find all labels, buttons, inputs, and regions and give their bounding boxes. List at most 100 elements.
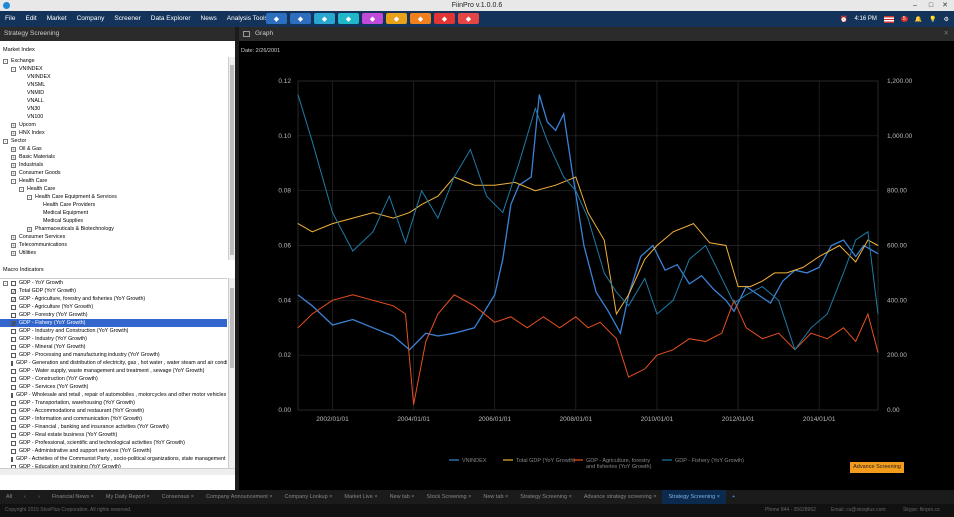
menu-item-2[interactable]: Market	[46, 15, 67, 22]
expand-toggle-icon[interactable]: +	[11, 242, 16, 248]
tab-2[interactable]: My Daily Report ×	[100, 490, 156, 504]
expand-toggle-icon[interactable]: -	[3, 280, 8, 286]
tab-close-icon[interactable]: ×	[651, 494, 657, 500]
checkbox[interactable]: ✓	[11, 320, 16, 326]
checkbox[interactable]	[11, 336, 16, 342]
macro-tree-item-row[interactable]: GDP - Generation and distribution of ele…	[0, 359, 227, 367]
tab-11[interactable]: Advance strategy screening ×	[578, 490, 663, 504]
macro-tree-scrollbar[interactable]	[228, 278, 235, 468]
checkbox[interactable]	[11, 312, 16, 318]
market-tree-item-row[interactable]: VN30	[0, 105, 227, 113]
maximize-button[interactable]: □	[928, 2, 934, 9]
panel-splitter[interactable]	[235, 27, 239, 490]
expand-toggle-icon[interactable]: -	[3, 58, 8, 64]
checkbox[interactable]	[11, 384, 16, 390]
macro-tree-item-row[interactable]: - GDP - YoY Growth	[0, 279, 227, 287]
advance-screening-button[interactable]: Advance Screening	[850, 462, 904, 473]
checkbox[interactable]	[11, 424, 16, 430]
checkbox[interactable]	[11, 400, 16, 406]
macro-tree-item-row[interactable]: GDP - Wholesale and retail , repair of a…	[0, 391, 227, 399]
market-tree-item-row[interactable]: + Upcom	[0, 121, 227, 129]
filter-button[interactable]: ◆	[290, 13, 311, 24]
document-button[interactable]: ◆	[410, 13, 431, 24]
new-tab-button[interactable]: +	[731, 494, 736, 500]
expand-toggle-icon[interactable]: -	[11, 178, 16, 184]
checkbox[interactable]	[11, 304, 16, 310]
tab-close-icon[interactable]: ×	[189, 494, 195, 500]
alarm-icon[interactable]: ⏰	[840, 16, 848, 23]
tab-7[interactable]: New tab ×	[384, 490, 421, 504]
macro-tree-item-row[interactable]: GDP - Industry (YoY Growth)	[0, 335, 227, 343]
tab-3[interactable]: Consensus ×	[156, 490, 200, 504]
macro-tree-item-row[interactable]: GDP - Accommodations and restaurant (YoY…	[0, 407, 227, 415]
minimize-button[interactable]: –	[913, 2, 917, 9]
macro-tree-item-row[interactable]: GDP - Processing and manufacturing indus…	[0, 351, 227, 359]
expand-toggle-icon[interactable]: +	[27, 226, 32, 232]
expand-toggle-icon[interactable]: -	[11, 66, 16, 72]
expand-toggle-icon[interactable]: +	[11, 154, 16, 160]
refresh-button[interactable]: ◆	[266, 13, 287, 24]
tab-close-icon[interactable]: ×	[372, 494, 378, 500]
expand-toggle-icon[interactable]: +	[11, 234, 16, 240]
expand-toggle-icon[interactable]: +	[11, 250, 16, 256]
monitor-button[interactable]: ◆	[338, 13, 359, 24]
tab-close-icon[interactable]: ×	[466, 494, 472, 500]
tab-5[interactable]: Company Lookup ×	[279, 490, 339, 504]
tab-close-icon[interactable]: ×	[327, 494, 333, 500]
macro-tree-item-row[interactable]: GDP - Education and training (YoY Growth…	[0, 463, 227, 468]
market-tree-item-row[interactable]: - Exchange	[0, 57, 227, 65]
market-tree-item-row[interactable]: VN100	[0, 113, 227, 121]
tab-close-icon[interactable]: ×	[503, 494, 509, 500]
tab-close-icon[interactable]: ×	[144, 494, 150, 500]
checkbox[interactable]: ✓	[11, 288, 16, 294]
notification-badge[interactable]: 5	[900, 16, 908, 22]
macro-tree-item-row[interactable]: GDP - Information and communication (YoY…	[0, 415, 227, 423]
checkbox[interactable]	[11, 416, 16, 422]
expand-toggle-icon[interactable]: +	[11, 130, 16, 136]
market-tree-item-row[interactable]: - Sector	[0, 137, 227, 145]
macro-tree-item-row[interactable]: GDP - Administrative and support service…	[0, 447, 227, 455]
settings-icon[interactable]: ⚙	[943, 16, 949, 23]
tab-10[interactable]: Strategy Screening ×	[514, 490, 578, 504]
market-tree-scrollbar[interactable]	[228, 57, 235, 260]
checkbox[interactable]	[11, 368, 16, 374]
checkbox[interactable]	[11, 344, 16, 350]
tab-9[interactable]: New tab ×	[477, 490, 514, 504]
macro-tree-item-row[interactable]: GDP - Construction (YoY Growth)	[0, 375, 227, 383]
market-tree-item-row[interactable]: Medical Equipment	[0, 209, 227, 217]
macro-tree-item-row[interactable]: GDP - Professional, scientific and techn…	[0, 439, 227, 447]
market-tree-item-row[interactable]: VNALL	[0, 97, 227, 105]
macro-tree-item-row[interactable]: GDP - Services (YoY Growth)	[0, 383, 227, 391]
market-tree-item-row[interactable]: + Consumer Goods	[0, 169, 227, 177]
checkbox[interactable]: ✓	[11, 296, 16, 302]
tab-close-icon[interactable]: ×	[715, 494, 720, 500]
checkbox[interactable]	[11, 440, 16, 446]
factory-button[interactable]: ◆	[386, 13, 407, 24]
market-tree-item-row[interactable]: VNMID	[0, 89, 227, 97]
tab-12[interactable]: Strategy Screening ×	[662, 490, 726, 504]
macro-tree-item-row[interactable]: GDP - Financial , banking and insurance …	[0, 423, 227, 431]
tab-close-icon[interactable]: ×	[567, 494, 572, 500]
macro-tree-item-row[interactable]: GDP - Mineral (YoY Growth)	[0, 343, 227, 351]
tab-1[interactable]: Financial News ×	[46, 490, 100, 504]
market-tree-item-row[interactable]: VNINDEX	[0, 73, 227, 81]
expand-toggle-icon[interactable]: +	[11, 170, 16, 176]
lightbulb-icon[interactable]: 💡	[929, 16, 937, 23]
tab-6[interactable]: Market Live ×	[338, 490, 383, 504]
macro-tree-item-row[interactable]: GDP - Activities of the Communist Party …	[0, 455, 227, 463]
macro-tree-item-row[interactable]: GDP - Agriculture (YoY Growth)	[0, 303, 227, 311]
menu-item-6[interactable]: News	[200, 15, 217, 22]
bell-icon[interactable]: 🔔	[914, 16, 923, 23]
graph-close-button[interactable]: ✕	[943, 30, 949, 37]
macro-tree-item-row[interactable]: ✓ Total GDP (YoY Growth)	[0, 287, 227, 295]
flag-icon[interactable]	[883, 15, 894, 23]
market-tree-item-row[interactable]: + Industrials	[0, 161, 227, 169]
prev-tab-button[interactable]: ‹	[24, 494, 26, 500]
macro-tree-item-row[interactable]: GDP - Forestry (YoY Growth)	[0, 311, 227, 319]
tab-8[interactable]: Stock Screening ×	[421, 490, 478, 504]
checkbox[interactable]	[11, 328, 16, 334]
expand-toggle-icon[interactable]: -	[27, 194, 32, 200]
menu-item-0[interactable]: File	[5, 15, 16, 22]
market-tree-item-row[interactable]: + Pharmaceuticals & Biotechnology	[0, 225, 227, 233]
macro-tree-item-row[interactable]: GDP - Industry and Construction (YoY Gro…	[0, 327, 227, 335]
